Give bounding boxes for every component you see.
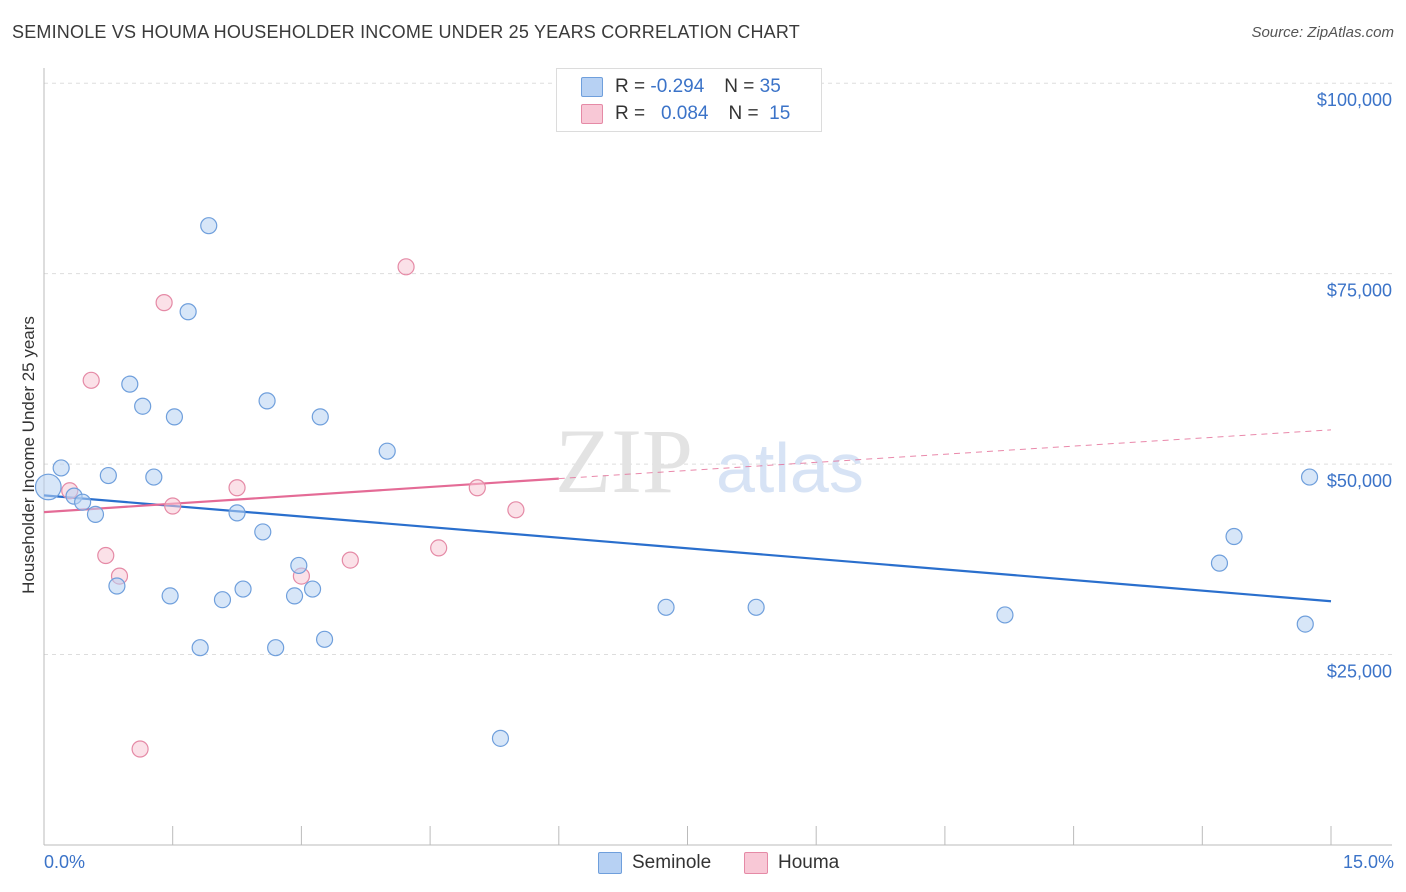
bottom-seminole-label: Seminole [632, 852, 712, 873]
houma-r-label: R = [615, 103, 646, 124]
seminole-point-32 [1225, 527, 1243, 546]
watermark-zip: ZIP [555, 410, 693, 512]
houma-point-10 [397, 258, 415, 276]
seminole-point-0 [34, 473, 62, 501]
seminole-point-16 [228, 504, 246, 522]
y-tick-label-3: $100,000 [1317, 90, 1392, 110]
bottom-houma-label: Houma [778, 852, 840, 873]
houma-n-label: N = [728, 103, 759, 124]
bottom-seminole-swatch [598, 852, 622, 874]
seminole-point-24 [311, 408, 329, 426]
bottom-houma-swatch [744, 852, 768, 874]
seminole-point-17 [234, 580, 252, 598]
houma-trend-extension [558, 429, 1332, 480]
houma-point-5 [155, 294, 173, 312]
seminole-point-15 [213, 591, 232, 609]
seminole-point-5 [99, 466, 117, 485]
stats-legend: R = -0.294 N = 35 R = 0.084 N = 15 [556, 68, 822, 132]
seminole-point-10 [161, 587, 179, 605]
houma-point-7 [228, 479, 246, 497]
seminole-point-6 [108, 577, 126, 595]
y-tick-label-1: $50,000 [1327, 471, 1392, 491]
seminole-n-label: N = [724, 76, 755, 97]
seminole-point-22 [290, 556, 308, 575]
seminole-point-20 [267, 639, 285, 657]
grid-lines [44, 82, 1392, 656]
source-credit: Source: ZipAtlas.com [1251, 24, 1394, 41]
seminole-r-value: -0.294 [650, 76, 705, 97]
x-tick-right: 15.0% [1342, 852, 1394, 872]
seminole-r-label: R = [615, 76, 646, 97]
seminole-point-9 [145, 468, 163, 486]
seminole-point-3 [74, 493, 92, 511]
seminole-swatch [581, 77, 603, 97]
bottom-legend-seminole: Seminole [598, 852, 711, 874]
seminole-point-31 [1210, 554, 1229, 572]
seminole-point-19 [258, 392, 276, 410]
seminole-point-11 [165, 408, 184, 426]
legend-row-seminole: R = -0.294 N = 35 [581, 74, 781, 100]
axes [43, 68, 1392, 846]
seminole-point-7 [121, 375, 139, 393]
seminole-point-18 [254, 523, 272, 541]
seminole-n-value: 35 [759, 76, 781, 97]
y-tick-label-0: $25,000 [1327, 662, 1392, 682]
chart-title: SEMINOLE VS HOUMA HOUSEHOLDER INCOME UND… [12, 22, 800, 42]
seminole-point-25 [315, 630, 334, 648]
houma-swatch [581, 104, 603, 124]
seminole-point-33 [1300, 468, 1319, 486]
y-axis-label: Householder Income Under 25 years [19, 316, 38, 594]
houma-point-13 [507, 501, 525, 519]
houma-n-value: 15 [769, 103, 791, 124]
houma-point-1 [82, 371, 100, 389]
houma-point-12 [468, 479, 486, 497]
seminole-trend-line [43, 494, 1332, 603]
houma-r-value: 0.084 [660, 103, 709, 124]
houma-point-2 [97, 546, 115, 565]
seminole-point-8 [134, 397, 152, 415]
seminole-point-28 [657, 598, 675, 616]
houma-point-4 [131, 740, 149, 758]
data-points [34, 217, 1319, 758]
seminole-point-23 [303, 580, 322, 598]
seminole-point-14 [200, 217, 218, 235]
houma-point-11 [430, 539, 448, 557]
seminole-point-4 [86, 505, 105, 523]
seminole-point-27 [491, 729, 510, 747]
y-tick-labels: $25,000 $50,000 $75,000 $100,000 [1317, 90, 1392, 681]
seminole-point-29 [747, 598, 765, 616]
seminole-point-1 [52, 459, 70, 477]
watermark-atlas: atlas [716, 429, 864, 507]
seminole-point-12 [179, 303, 197, 321]
legend-row-houma: R = 0.084 N = 15 [581, 101, 790, 127]
seminole-point-13 [191, 639, 209, 657]
seminole-point-30 [996, 606, 1014, 624]
houma-point-9 [341, 551, 359, 569]
x-tick-left: 0.0% [44, 852, 86, 872]
seminole-point-26 [378, 442, 396, 460]
seminole-point-34 [1296, 615, 1314, 633]
houma-point-6 [164, 497, 182, 515]
y-tick-label-2: $75,000 [1327, 281, 1392, 301]
bottom-legend-houma: Houma [744, 852, 839, 874]
seminole-point-21 [285, 587, 304, 605]
